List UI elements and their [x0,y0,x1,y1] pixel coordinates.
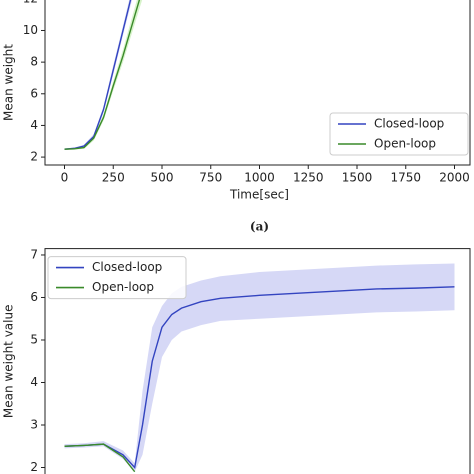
plot-area [64,263,455,473]
x-tick-label: 250 [102,171,125,185]
y-axis-label: Mean weight [2,44,16,121]
series-line [64,0,141,150]
axes-frame [44,248,471,474]
y-tick-label: 3 [30,417,38,431]
y-tick-label: 6 [30,86,38,100]
y-axis-label: Mean weight value [2,305,16,419]
caption: (a) [250,220,269,234]
x-tick-label: 1500 [342,171,373,185]
y-tick-label: 6 [30,290,38,304]
y-tick-label: 8 [30,55,38,69]
y-tick-label: 4 [30,375,38,389]
x-tick-label: 1750 [390,171,421,185]
x-tick-label: 1000 [244,171,275,185]
x-tick-label: 2000 [439,171,470,185]
y-tick-label: 5 [30,332,38,346]
x-tick-label: 750 [199,171,222,185]
y-tick-label: 12 [23,0,38,5]
y-tick-label: 4 [30,118,38,132]
x-tick-label: 500 [151,171,174,185]
confidence-band [64,0,143,150]
y-tick-label: 10 [23,23,38,37]
series-line [64,443,136,473]
legend-label: Closed-loop [374,117,444,131]
y-tick-label: 2 [30,460,38,474]
y-tick-label: 2 [30,150,38,164]
plot-area [64,0,143,150]
x-tick-label: 0 [61,171,69,185]
x-axis-label: Time[sec] [229,188,289,202]
series-line [64,286,455,470]
axes-frame [44,0,471,166]
y-tick-label: 7 [30,247,38,261]
confidence-band [64,263,455,472]
series-line [64,0,132,150]
x-tick-label: 1250 [293,171,324,185]
legend-label: Open-loop [92,280,154,294]
legend-label: Closed-loop [92,260,162,274]
legend-label: Open-loop [374,137,436,151]
